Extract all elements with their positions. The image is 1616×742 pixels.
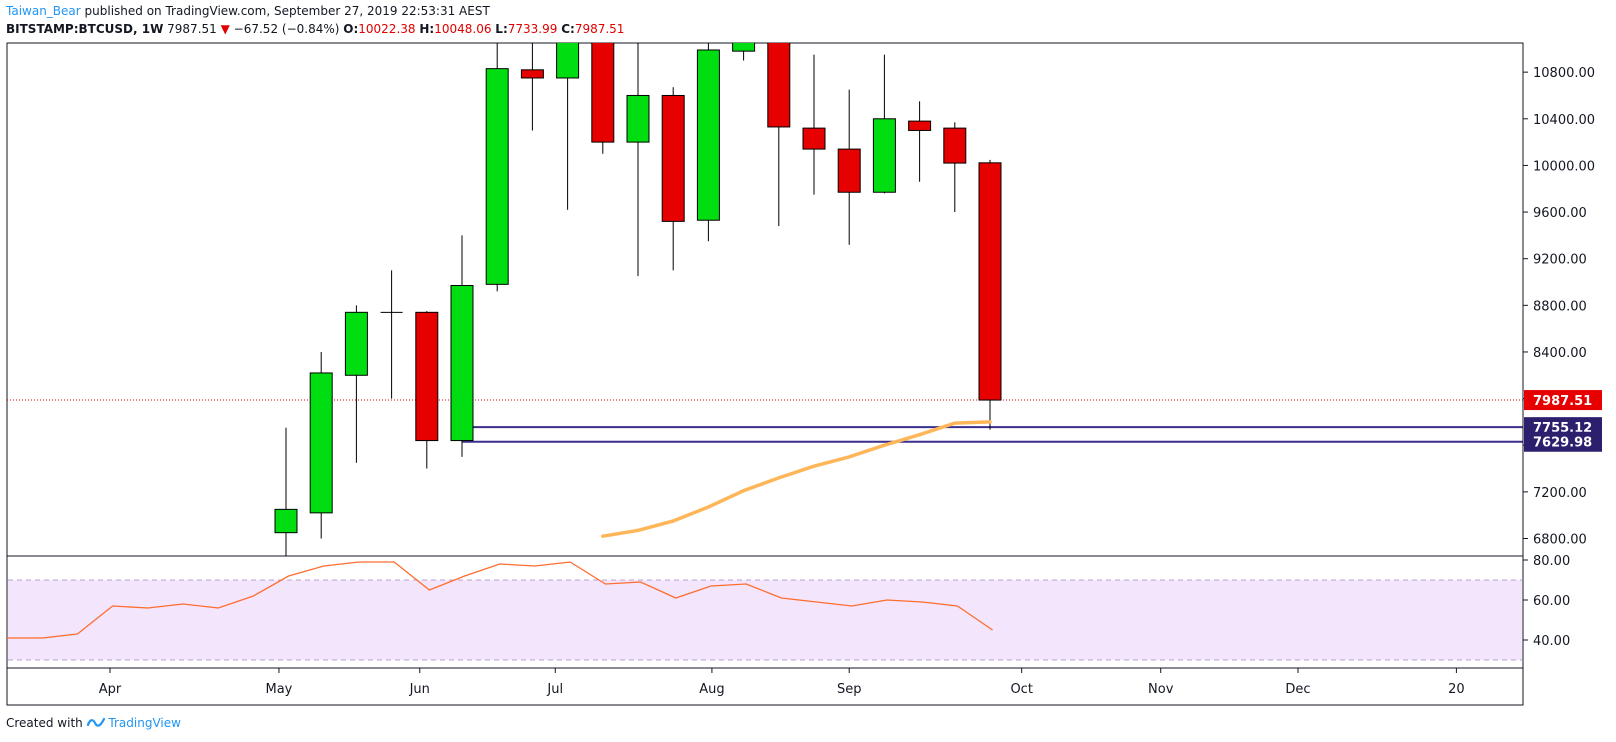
candle-body <box>943 127 967 164</box>
price-tick-label: 10000.00 <box>1533 159 1595 174</box>
price-tick-label: 8400.00 <box>1533 346 1587 361</box>
low-value: 7733.99 <box>507 22 558 36</box>
candle-body <box>837 148 861 193</box>
time-tick-label: Jun <box>409 682 430 697</box>
rsi-band <box>8 580 1522 660</box>
time-tick-label: Dec <box>1285 682 1310 697</box>
last-price-tag <box>1524 390 1602 411</box>
price-tick-label: 9600.00 <box>1533 206 1587 221</box>
candle[interactable] <box>274 427 298 574</box>
main-pane[interactable] <box>6 42 1524 557</box>
tradingview-logo-icon[interactable] <box>86 716 109 730</box>
candle-body <box>520 69 544 79</box>
candle[interactable] <box>908 101 932 182</box>
time-tick-label: Apr <box>99 682 122 697</box>
time-tick-label: Sep <box>837 682 862 697</box>
support-price-tag-label: 7629.98 <box>1533 436 1592 451</box>
candle[interactable] <box>450 235 474 457</box>
candle-body <box>661 94 685 222</box>
candle[interactable] <box>520 0 544 131</box>
author-link[interactable]: Taiwan_Bear <box>6 4 81 18</box>
candle[interactable] <box>732 0 756 61</box>
candle-body <box>626 94 650 143</box>
candle-body <box>802 127 826 150</box>
price-change: −67.52 (−0.84%) <box>233 22 340 36</box>
open-value: 10022.38 <box>358 22 416 36</box>
time-axis[interactable] <box>6 667 1524 706</box>
time-tick-label: May <box>266 682 293 697</box>
candle-body <box>415 311 439 442</box>
candle-body <box>344 311 368 376</box>
candle[interactable] <box>344 305 368 463</box>
rsi-tick-label: 40.00 <box>1533 634 1570 649</box>
candle-body <box>450 285 474 442</box>
moving-average-line[interactable] <box>601 420 992 538</box>
candle[interactable] <box>837 89 861 245</box>
price-tick-label: 9200.00 <box>1533 253 1587 268</box>
time-tick-label: Nov <box>1148 682 1174 697</box>
candle[interactable] <box>556 0 580 210</box>
candle[interactable] <box>309 351 333 539</box>
candle[interactable] <box>696 37 720 242</box>
price-tick-label: 6800.00 <box>1533 533 1587 548</box>
candle-body <box>556 43 580 79</box>
open-label: O: <box>343 22 359 36</box>
time-tick-label: Oct <box>1010 682 1032 697</box>
symbol-info: BITSTAMP:BTCUSD, 1W 7987.51 ▼ −67.52 (−0… <box>6 22 624 36</box>
candle-body <box>591 43 615 143</box>
candle[interactable] <box>591 0 615 154</box>
time-tick-label: 20 <box>1448 682 1465 697</box>
price-tick-label: 8800.00 <box>1533 299 1587 314</box>
candle[interactable] <box>872 54 896 194</box>
price-tick-label: 7200.00 <box>1533 486 1587 501</box>
price-tick-label: 10400.00 <box>1533 113 1595 128</box>
down-arrow-icon: ▼ <box>220 22 230 36</box>
candle-body <box>978 162 1002 401</box>
candle[interactable] <box>626 31 650 277</box>
last-price-tag-label: 7987.51 <box>1533 394 1592 409</box>
candle[interactable] <box>485 0 509 292</box>
high-value: 10048.06 <box>434 22 492 36</box>
close-label: C: <box>561 22 575 36</box>
time-tick-label: Jul <box>546 682 563 697</box>
rsi-tick-label: 80.00 <box>1533 554 1570 569</box>
candle-body <box>732 43 756 52</box>
candle-body <box>274 508 298 534</box>
time-tick-label: Aug <box>699 682 724 697</box>
candle-body <box>872 118 896 193</box>
publish-info: Taiwan_Bear published on TradingView.com… <box>6 4 490 18</box>
candle[interactable] <box>767 0 791 227</box>
close-value: 7987.51 <box>574 22 625 36</box>
last-price: 7987.51 <box>167 22 217 36</box>
candle[interactable] <box>380 270 403 399</box>
price-tick-label: 10800.00 <box>1533 66 1595 81</box>
candle-body <box>767 43 791 128</box>
candle-body <box>908 120 932 131</box>
candle[interactable] <box>978 159 1002 430</box>
candle[interactable] <box>802 54 826 195</box>
support-price-tag <box>1524 431 1602 452</box>
high-label: H: <box>419 22 435 36</box>
rsi-line[interactable] <box>7 561 993 639</box>
candle[interactable] <box>943 122 967 213</box>
footer: Created with TradingView <box>6 716 181 730</box>
candle-body <box>309 372 333 514</box>
candle[interactable] <box>661 87 685 271</box>
rsi-tick-label: 60.00 <box>1533 594 1570 609</box>
tradingview-brand[interactable]: TradingView <box>108 716 181 730</box>
created-with-text: Created with <box>6 716 83 730</box>
published-text: published on TradingView.com, September … <box>80 4 490 18</box>
symbol-label: BITSTAMP:BTCUSD, 1W <box>6 22 164 36</box>
low-label: L: <box>495 22 508 36</box>
candle[interactable] <box>415 311 439 469</box>
candle-body <box>696 49 720 221</box>
candle-body <box>485 68 509 285</box>
